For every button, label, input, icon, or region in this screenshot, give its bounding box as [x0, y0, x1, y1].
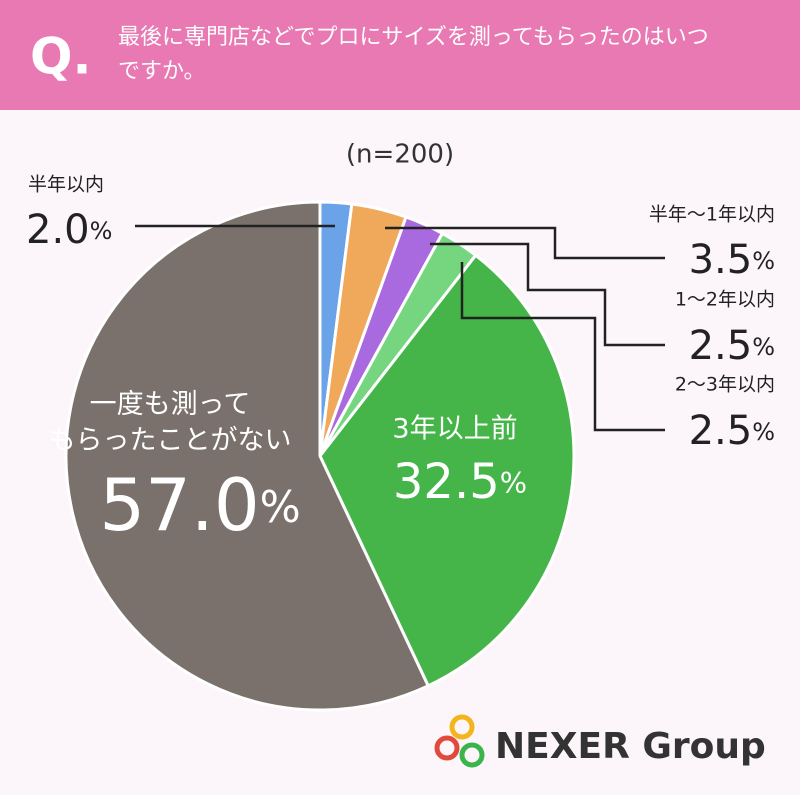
value-label: 2.5% — [689, 408, 775, 454]
value-label: 3.5% — [689, 237, 775, 283]
category-label: 2〜3年以内 — [675, 374, 775, 396]
category-label: 半年以内 — [28, 174, 104, 196]
category-label: 一度も測ってもらったことがない — [49, 389, 292, 456]
leader-line — [430, 242, 665, 347]
logo-ring — [434, 735, 460, 761]
pie-slice — [64, 200, 431, 712]
category-label: 1〜2年以内 — [675, 289, 775, 311]
header-band — [0, 0, 800, 110]
subtitle: (n=200) — [346, 140, 454, 170]
leader-line — [460, 262, 665, 432]
value-label: 2.0% — [26, 207, 112, 253]
logo-ring — [459, 742, 485, 768]
category-label: 半年〜1年以内 — [649, 204, 775, 226]
value-label: 2.5% — [689, 323, 775, 369]
pie — [64, 200, 576, 712]
category-label: 3年以上前 — [392, 414, 517, 445]
logo — [434, 714, 485, 768]
logo-ring — [449, 714, 475, 740]
brand: NEXER Group — [495, 726, 766, 767]
value-label: 32.5% — [393, 454, 527, 510]
value-label: 57.0% — [99, 463, 300, 547]
question-marker: Q. — [30, 28, 92, 86]
pie-slice — [318, 253, 576, 688]
chart-title: 最後に専門店などでプロにサイズを測ってもらったのはいつですか。 — [118, 25, 709, 84]
leader-line — [385, 226, 665, 260]
